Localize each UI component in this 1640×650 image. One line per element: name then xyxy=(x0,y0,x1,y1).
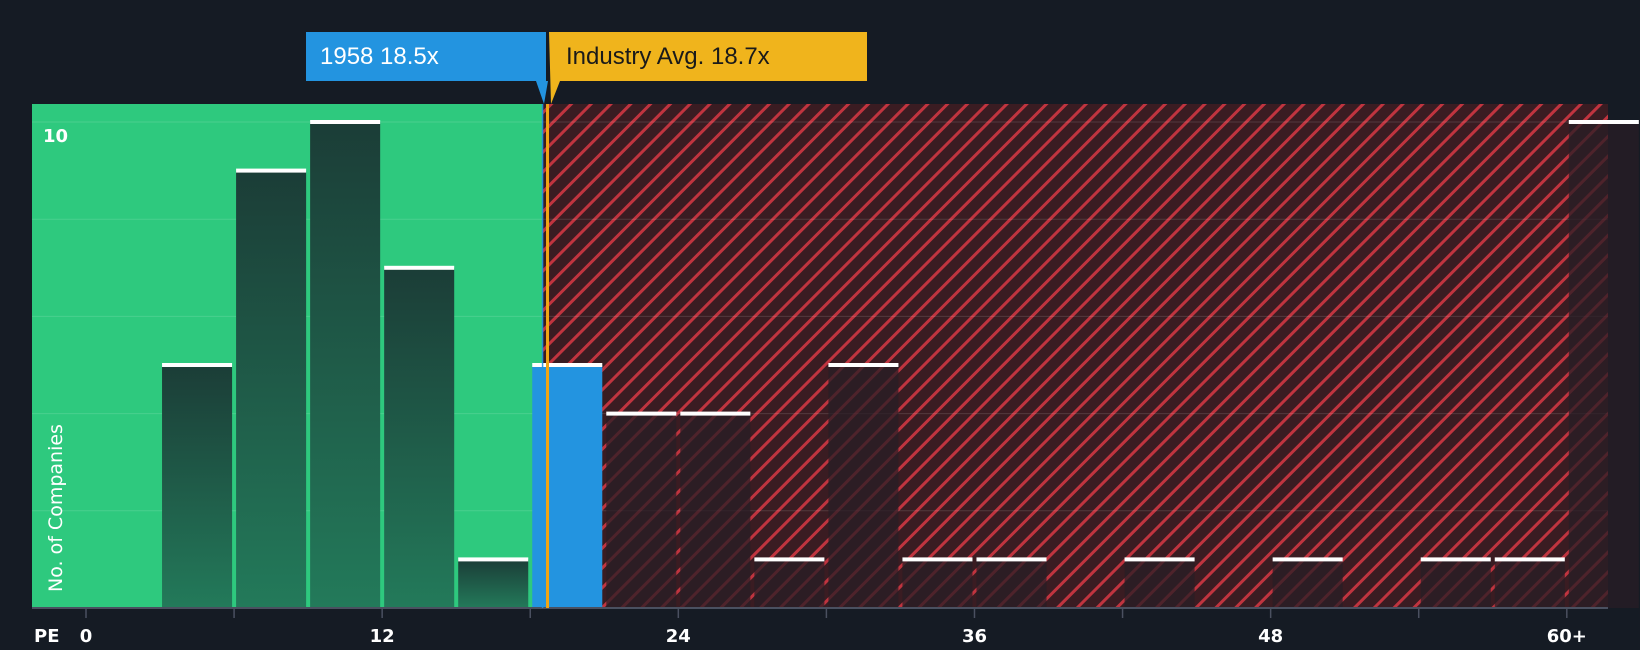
x-tick-label: 0 xyxy=(80,626,93,647)
company-callout-label: 1958 18.5x xyxy=(320,43,439,70)
histogram-bar xyxy=(680,413,751,608)
histogram-bar xyxy=(1420,559,1491,608)
x-tick-label: 60+ xyxy=(1547,626,1587,647)
bar-cap xyxy=(1568,120,1639,124)
valuation-markers xyxy=(541,104,550,608)
bar-cap xyxy=(976,557,1047,562)
company-callout-box xyxy=(306,32,548,104)
x-axis-label: PE xyxy=(34,626,60,647)
bar-cap xyxy=(902,557,973,562)
industry-callout-box xyxy=(549,32,867,104)
industry-callout-label: Industry Avg. 18.7x xyxy=(566,43,770,70)
bar-cap xyxy=(532,363,603,367)
bar-cap xyxy=(236,168,307,173)
histogram-bar xyxy=(532,365,603,608)
histogram-bar xyxy=(1494,559,1565,608)
bar-cap xyxy=(1420,557,1491,562)
histogram-bar xyxy=(1124,559,1195,608)
histogram-bar xyxy=(754,559,825,608)
bar-cap xyxy=(1494,557,1565,562)
bar-cap xyxy=(1272,557,1343,562)
bar-cap xyxy=(680,411,751,416)
histogram-bar xyxy=(162,365,233,608)
bar-cap xyxy=(458,557,529,562)
histogram-bar xyxy=(828,365,899,608)
x-tick-label: 12 xyxy=(370,626,395,647)
bar-cap xyxy=(828,363,899,367)
bar-cap xyxy=(310,120,381,124)
axes: PE No. of Companies 0 12 24 36 48 60+ 10 xyxy=(34,126,1587,647)
x-tick-label: 24 xyxy=(666,626,691,647)
callouts: 1958 18.5x Industry Avg. 18.7x xyxy=(306,32,867,104)
histogram-bar xyxy=(458,559,529,608)
histogram-bar xyxy=(606,413,677,608)
bar-cap xyxy=(606,411,677,416)
histogram-bar xyxy=(310,122,381,608)
x-tick-label: 36 xyxy=(962,626,987,647)
x-tick-label: 48 xyxy=(1258,626,1283,647)
bar-cap xyxy=(1124,557,1195,562)
histogram-bar xyxy=(902,559,973,608)
y-axis-label: No. of Companies xyxy=(45,424,67,592)
histogram-bar xyxy=(384,267,455,608)
histogram-bar xyxy=(1272,559,1343,608)
bar-cap xyxy=(754,557,825,562)
histogram-bar xyxy=(236,170,307,608)
bar-cap xyxy=(162,363,233,367)
y-tick-label: 10 xyxy=(43,126,68,147)
histogram-bars xyxy=(32,120,1639,609)
histogram-bar xyxy=(1568,122,1639,608)
bar-cap xyxy=(384,265,455,270)
histogram-bar xyxy=(976,559,1047,608)
